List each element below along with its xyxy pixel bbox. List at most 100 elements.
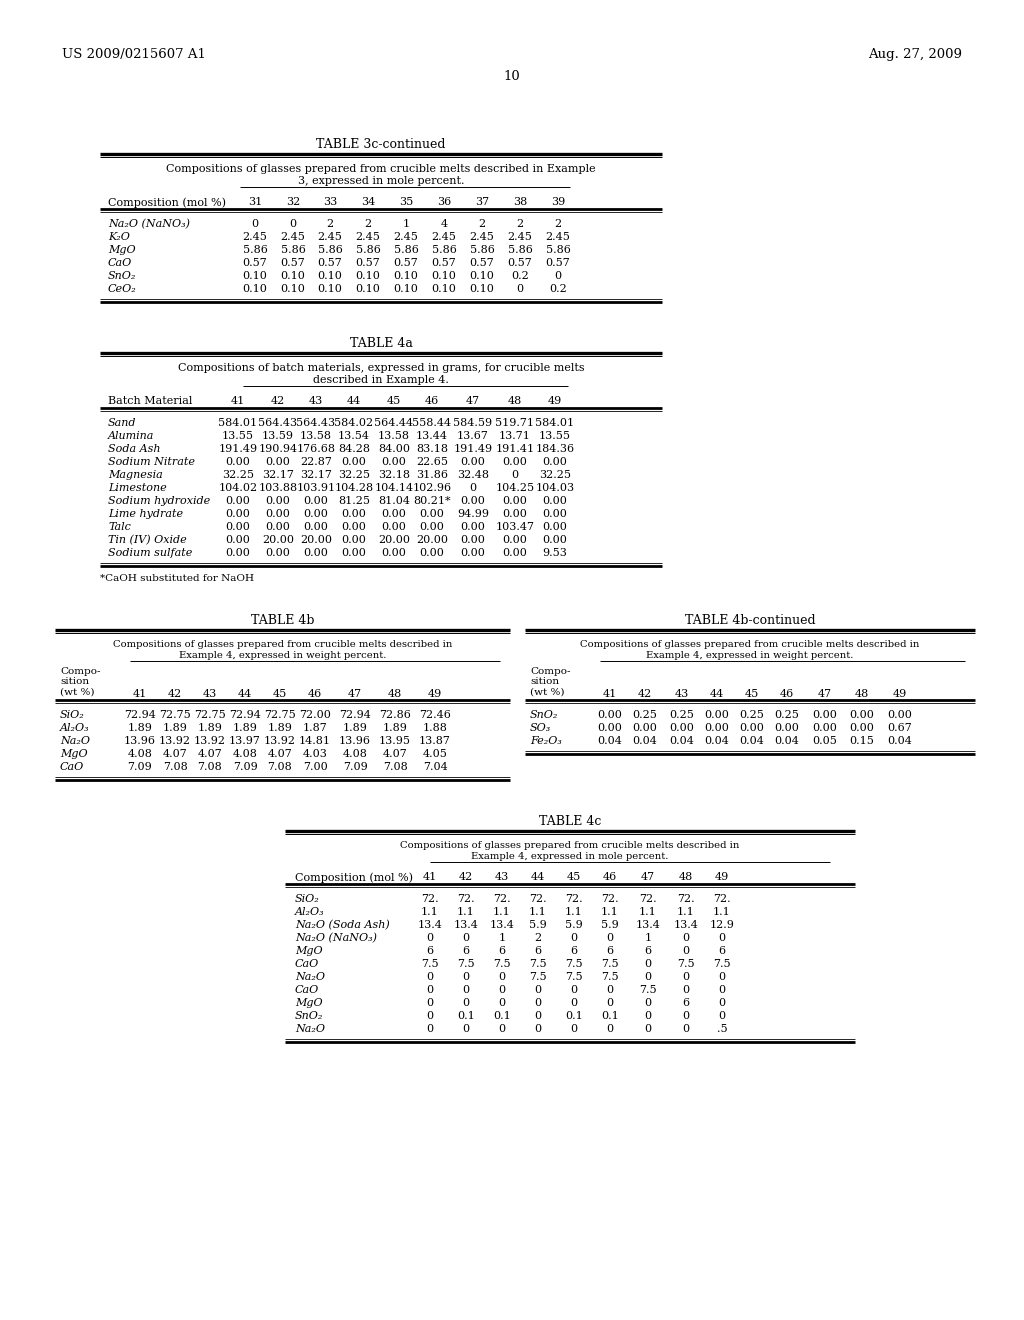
Text: CaO: CaO [60,762,84,772]
Text: 0.00: 0.00 [543,521,567,532]
Text: 0.00: 0.00 [342,457,367,467]
Text: 43: 43 [203,689,217,700]
Text: 32.18: 32.18 [378,470,410,480]
Text: 5.86: 5.86 [546,246,570,255]
Text: 1.1: 1.1 [457,907,475,917]
Text: 0.00: 0.00 [342,510,367,519]
Text: 0.57: 0.57 [243,257,267,268]
Text: 4.08: 4.08 [232,748,257,759]
Text: 13.92: 13.92 [159,737,191,746]
Text: 48: 48 [508,396,522,407]
Text: 0.57: 0.57 [355,257,380,268]
Text: 0.00: 0.00 [461,521,485,532]
Text: 13.4: 13.4 [636,920,660,931]
Text: 6: 6 [426,946,433,956]
Text: 104.03: 104.03 [536,483,574,492]
Text: 0: 0 [554,271,561,281]
Text: 72.46: 72.46 [419,710,451,719]
Text: Alumina: Alumina [108,432,155,441]
Text: 32.25: 32.25 [539,470,571,480]
Text: 0: 0 [719,985,726,995]
Text: MgO: MgO [295,946,323,956]
Text: 13.96: 13.96 [339,737,371,746]
Text: 72.94: 72.94 [339,710,371,719]
Text: 0.00: 0.00 [420,548,444,558]
Text: 191.49: 191.49 [454,444,493,454]
Text: 47: 47 [348,689,362,700]
Text: 13.4: 13.4 [489,920,514,931]
Text: 0: 0 [682,985,689,995]
Text: Limestone: Limestone [108,483,167,492]
Text: 0: 0 [644,998,651,1008]
Text: 0.00: 0.00 [598,710,623,719]
Text: 47: 47 [466,396,480,407]
Text: 7.5: 7.5 [601,960,618,969]
Text: 1.1: 1.1 [565,907,583,917]
Text: 5.86: 5.86 [317,246,342,255]
Text: 5.86: 5.86 [508,246,532,255]
Text: Fe₂O₃: Fe₂O₃ [530,737,562,746]
Text: 0.00: 0.00 [705,723,729,733]
Text: 1.87: 1.87 [303,723,328,733]
Text: 0: 0 [463,985,470,995]
Text: TABLE 3c-continued: TABLE 3c-continued [316,139,445,150]
Text: 45: 45 [272,689,287,700]
Text: 72.: 72. [565,894,583,904]
Text: 6: 6 [570,946,578,956]
Text: Talc: Talc [108,521,131,532]
Text: 102.96: 102.96 [413,483,452,492]
Text: 1.1: 1.1 [639,907,656,917]
Text: 0.10: 0.10 [470,271,495,281]
Text: 31: 31 [248,197,262,207]
Text: 1: 1 [499,933,506,942]
Text: 0.25: 0.25 [774,710,800,719]
Text: 7.5: 7.5 [601,972,618,982]
Text: 0: 0 [426,998,433,1008]
Text: 41: 41 [423,873,437,882]
Text: 13.87: 13.87 [419,737,451,746]
Text: 0.00: 0.00 [888,710,912,719]
Text: 42: 42 [271,396,285,407]
Text: 0: 0 [682,1024,689,1034]
Text: 13.92: 13.92 [264,737,296,746]
Text: 49: 49 [428,689,442,700]
Text: 5.9: 5.9 [529,920,547,931]
Text: 13.44: 13.44 [416,432,449,441]
Text: TABLE 4b-continued: TABLE 4b-continued [685,614,815,627]
Text: 0: 0 [463,998,470,1008]
Text: 2.45: 2.45 [431,232,457,242]
Text: TABLE 4c: TABLE 4c [539,814,601,828]
Text: 4.07: 4.07 [163,748,187,759]
Text: 0.00: 0.00 [225,521,251,532]
Text: 41: 41 [230,396,245,407]
Text: 0.00: 0.00 [342,548,367,558]
Text: 104.28: 104.28 [335,483,374,492]
Text: 0.00: 0.00 [813,710,838,719]
Text: 0: 0 [463,933,470,942]
Text: 0.00: 0.00 [543,457,567,467]
Text: 72.75: 72.75 [159,710,190,719]
Text: 0.00: 0.00 [303,496,329,506]
Text: 32.17: 32.17 [262,470,294,480]
Text: Al₂O₃: Al₂O₃ [60,723,90,733]
Text: 191.41: 191.41 [496,444,535,454]
Text: Sodium hydroxide: Sodium hydroxide [108,496,210,506]
Text: 0: 0 [426,933,433,942]
Text: Example 4, expressed in weight percent.: Example 4, expressed in weight percent. [179,651,386,660]
Text: 72.: 72. [677,894,695,904]
Text: 5.9: 5.9 [565,920,583,931]
Text: Compo-
sition
(wt %): Compo- sition (wt %) [530,667,570,697]
Text: 72.94: 72.94 [124,710,156,719]
Text: 72.75: 72.75 [264,710,296,719]
Text: 0: 0 [644,972,651,982]
Text: 7.5: 7.5 [529,960,547,969]
Text: 13.4: 13.4 [454,920,478,931]
Text: 4.07: 4.07 [267,748,293,759]
Text: 1: 1 [402,219,410,228]
Text: 0.10: 0.10 [470,284,495,294]
Text: 0.1: 0.1 [565,1011,583,1020]
Text: 0.00: 0.00 [265,496,291,506]
Text: MgO: MgO [108,246,135,255]
Text: MgO: MgO [60,748,88,759]
Text: 49: 49 [715,873,729,882]
